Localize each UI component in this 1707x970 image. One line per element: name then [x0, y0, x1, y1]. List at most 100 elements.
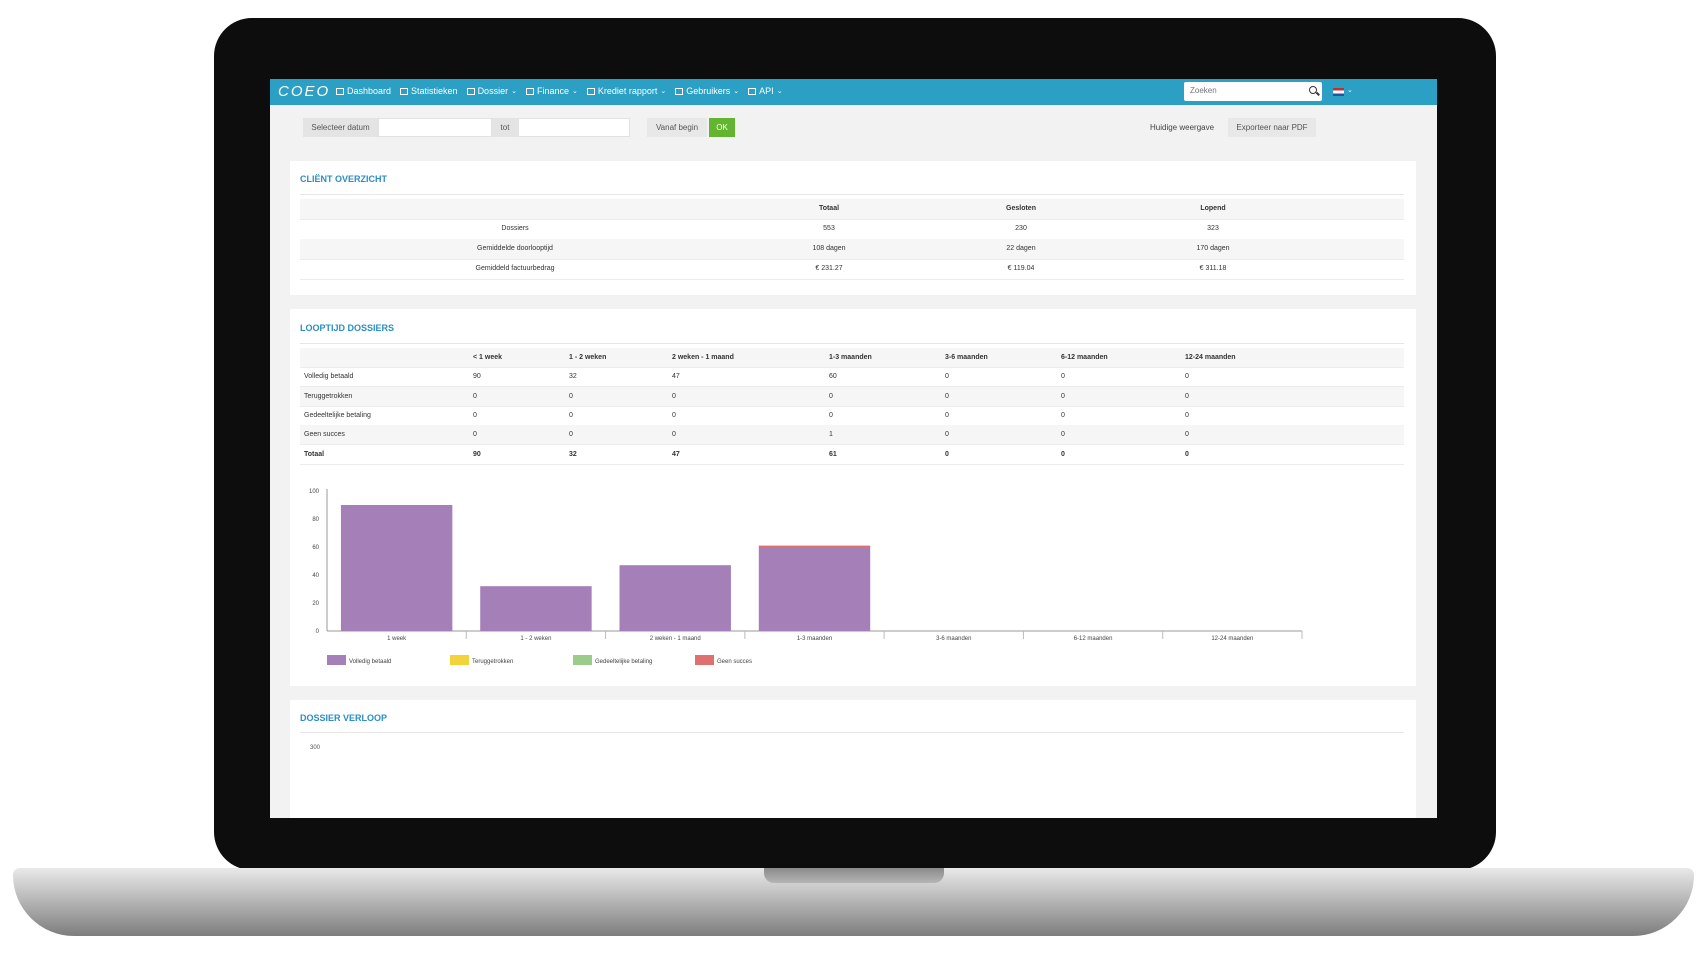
- client-overview-panel: CLIËNT OVERZICHT Totaal Gesloten Lopend …: [290, 161, 1416, 295]
- cell: 0: [1185, 431, 1189, 439]
- chevron-down-icon: ⌄: [571, 88, 578, 95]
- cell: 0: [473, 392, 477, 400]
- cell: € 311.18: [1199, 265, 1227, 272]
- from-start-button[interactable]: Vanaf begin: [647, 118, 707, 137]
- app-logo[interactable]: COEO: [278, 83, 331, 100]
- y-tick-label: 40: [312, 573, 319, 579]
- table-row: Gemiddeld factuurbedrag € 231.27 € 119.0…: [300, 259, 1404, 280]
- cell: 0: [1185, 411, 1189, 419]
- table-row: Geen succes 0 0 0 1 0 0 0: [300, 425, 1404, 446]
- nav-menu: Dashboard Statistieken Dossier ⌄ Finance ⌄ Kre…: [336, 86, 783, 96]
- row-label: Gemiddeld factuurbedrag: [475, 265, 555, 272]
- cell: 0: [1061, 431, 1065, 439]
- dossier-verloop-title: DOSSIER VERLOOP: [300, 713, 388, 723]
- cell: 0: [1061, 411, 1065, 419]
- legend-label: Geen succes: [717, 659, 752, 665]
- cell: 47: [672, 373, 680, 381]
- nav-item-finance[interactable]: Finance ⌄: [525, 86, 578, 96]
- table-row: Teruggetrokken 0 0 0 0 0 0 0: [300, 386, 1404, 407]
- nav-item-label: Krediet rapport: [597, 86, 658, 96]
- table-header-row: < 1 week 1 - 2 weken 2 weken - 1 maand 1-3 …: [300, 348, 1404, 368]
- nav-item-label: Finance: [536, 86, 569, 96]
- cell: 90: [473, 373, 481, 381]
- x-tick-label: 6-12 maanden: [1074, 636, 1113, 642]
- search-icon[interactable]: [1309, 86, 1317, 94]
- screen: COEO Dashboard Statistieken Dossier ⌄ Financ…: [270, 79, 1437, 818]
- nav-item-label: API: [759, 86, 774, 96]
- dashboard-icon: [336, 87, 344, 95]
- nav-item-label: Dashboard: [347, 86, 392, 96]
- search-box[interactable]: [1184, 82, 1322, 101]
- cell: 0: [945, 392, 949, 400]
- row-label: Totaal: [304, 450, 325, 458]
- cell: 230: [1015, 225, 1027, 232]
- cell: 553: [823, 225, 835, 232]
- cell: 0: [829, 392, 833, 400]
- table-row: Gemiddelde doorlooptijd 108 dagen 22 dag…: [300, 239, 1404, 260]
- wrench-icon: [748, 87, 757, 95]
- nav-item-api[interactable]: API ⌄: [748, 86, 783, 96]
- language-caret-icon[interactable]: ⌄: [1347, 87, 1353, 94]
- document-icon: [586, 87, 595, 95]
- cell: 0: [569, 392, 573, 400]
- duration-panel: LOOPTIJD DOSSIERS < 1 week 1 - 2 weken 2 w…: [290, 309, 1416, 686]
- cell: 0: [672, 392, 676, 400]
- file-icon: [466, 87, 475, 95]
- legend-label: Teruggetrokken: [472, 659, 513, 665]
- end-date-input[interactable]: [518, 118, 630, 137]
- cell: 0: [1061, 373, 1065, 381]
- netherlands-flag-icon[interactable]: [1333, 88, 1344, 96]
- cell: € 231.27: [815, 265, 843, 272]
- legend-label: Gedeeltelijke betaling: [595, 659, 652, 665]
- chevron-down-icon: ⌄: [776, 88, 783, 95]
- cell: 0: [1185, 392, 1189, 400]
- cell: 12-24 maanden: [1185, 354, 1236, 361]
- nav-item-krediet-rapport[interactable]: Krediet rapport ⌄: [586, 86, 666, 96]
- cell: 170 dagen: [1196, 245, 1230, 252]
- cell: 1: [829, 431, 833, 439]
- bar-chart-icon: [400, 87, 409, 95]
- row-label: Gemiddelde doorlooptijd: [477, 245, 553, 252]
- ok-button[interactable]: OK: [709, 118, 735, 137]
- cell: 22 dagen: [1006, 245, 1036, 252]
- row-label: Gedeeltelijke betaling: [304, 411, 371, 419]
- nav-item-label: Dossier: [477, 86, 509, 96]
- date-filter-bar: Selecteer datum tot Vanaf begin OK Huidi…: [270, 105, 1437, 157]
- nav-item-dashboard[interactable]: Dashboard: [336, 86, 391, 96]
- cell: 32: [569, 373, 577, 381]
- nav-item-dossier[interactable]: Dossier ⌄: [466, 86, 517, 96]
- cell: 0: [1185, 373, 1189, 381]
- header-cell: Lopend: [1200, 205, 1226, 212]
- cell: 1 - 2 weken: [569, 354, 607, 361]
- header-cell: Totaal: [818, 205, 840, 212]
- nav-item-label: Statistieken: [411, 86, 458, 96]
- bar-segment: [480, 586, 592, 631]
- y-tick-label: 60: [312, 545, 319, 551]
- cell: 0: [945, 450, 949, 458]
- duration-stacked-bar-chart: 0 20 40 60 80 100 1 week 1 - 2 weken 2 weken - 1…: [309, 489, 1303, 665]
- cell: 60: [829, 373, 837, 381]
- cell: 1-3 maanden: [829, 354, 872, 361]
- search-input[interactable]: [1184, 82, 1306, 99]
- current-view-link[interactable]: Huidige weergave: [1150, 123, 1215, 132]
- nav-item-gebruikers[interactable]: Gebruikers ⌄: [675, 86, 739, 96]
- cell: 2 weken - 1 maand: [672, 354, 734, 361]
- cell: 0: [672, 411, 676, 419]
- top-navbar: COEO Dashboard Statistieken Dossier ⌄ Financ…: [270, 79, 1437, 105]
- legend-swatch: [573, 655, 592, 665]
- y-tick-label: 80: [312, 517, 319, 523]
- nav-item-statistieken[interactable]: Statistieken: [400, 86, 458, 96]
- x-tick-label: 1 week: [387, 636, 407, 642]
- x-tick-label: 12-24 maanden: [1211, 636, 1253, 642]
- export-pdf-button[interactable]: Exporteer naar PDF: [1228, 118, 1316, 137]
- x-tick-label: 1-3 maanden: [797, 636, 832, 642]
- duration-title: LOOPTIJD DOSSIERS: [300, 323, 395, 333]
- chevron-down-icon: ⌄: [511, 88, 517, 95]
- x-tick-label: 1 - 2 weken: [520, 636, 551, 642]
- y-tick-label: 300: [310, 745, 321, 751]
- client-overview-title: CLIËNT OVERZICHT: [300, 174, 387, 184]
- cell: < 1 week: [473, 354, 502, 361]
- row-label: Volledig betaald: [304, 373, 354, 381]
- start-date-input[interactable]: [378, 118, 492, 137]
- legend-swatch: [695, 655, 714, 665]
